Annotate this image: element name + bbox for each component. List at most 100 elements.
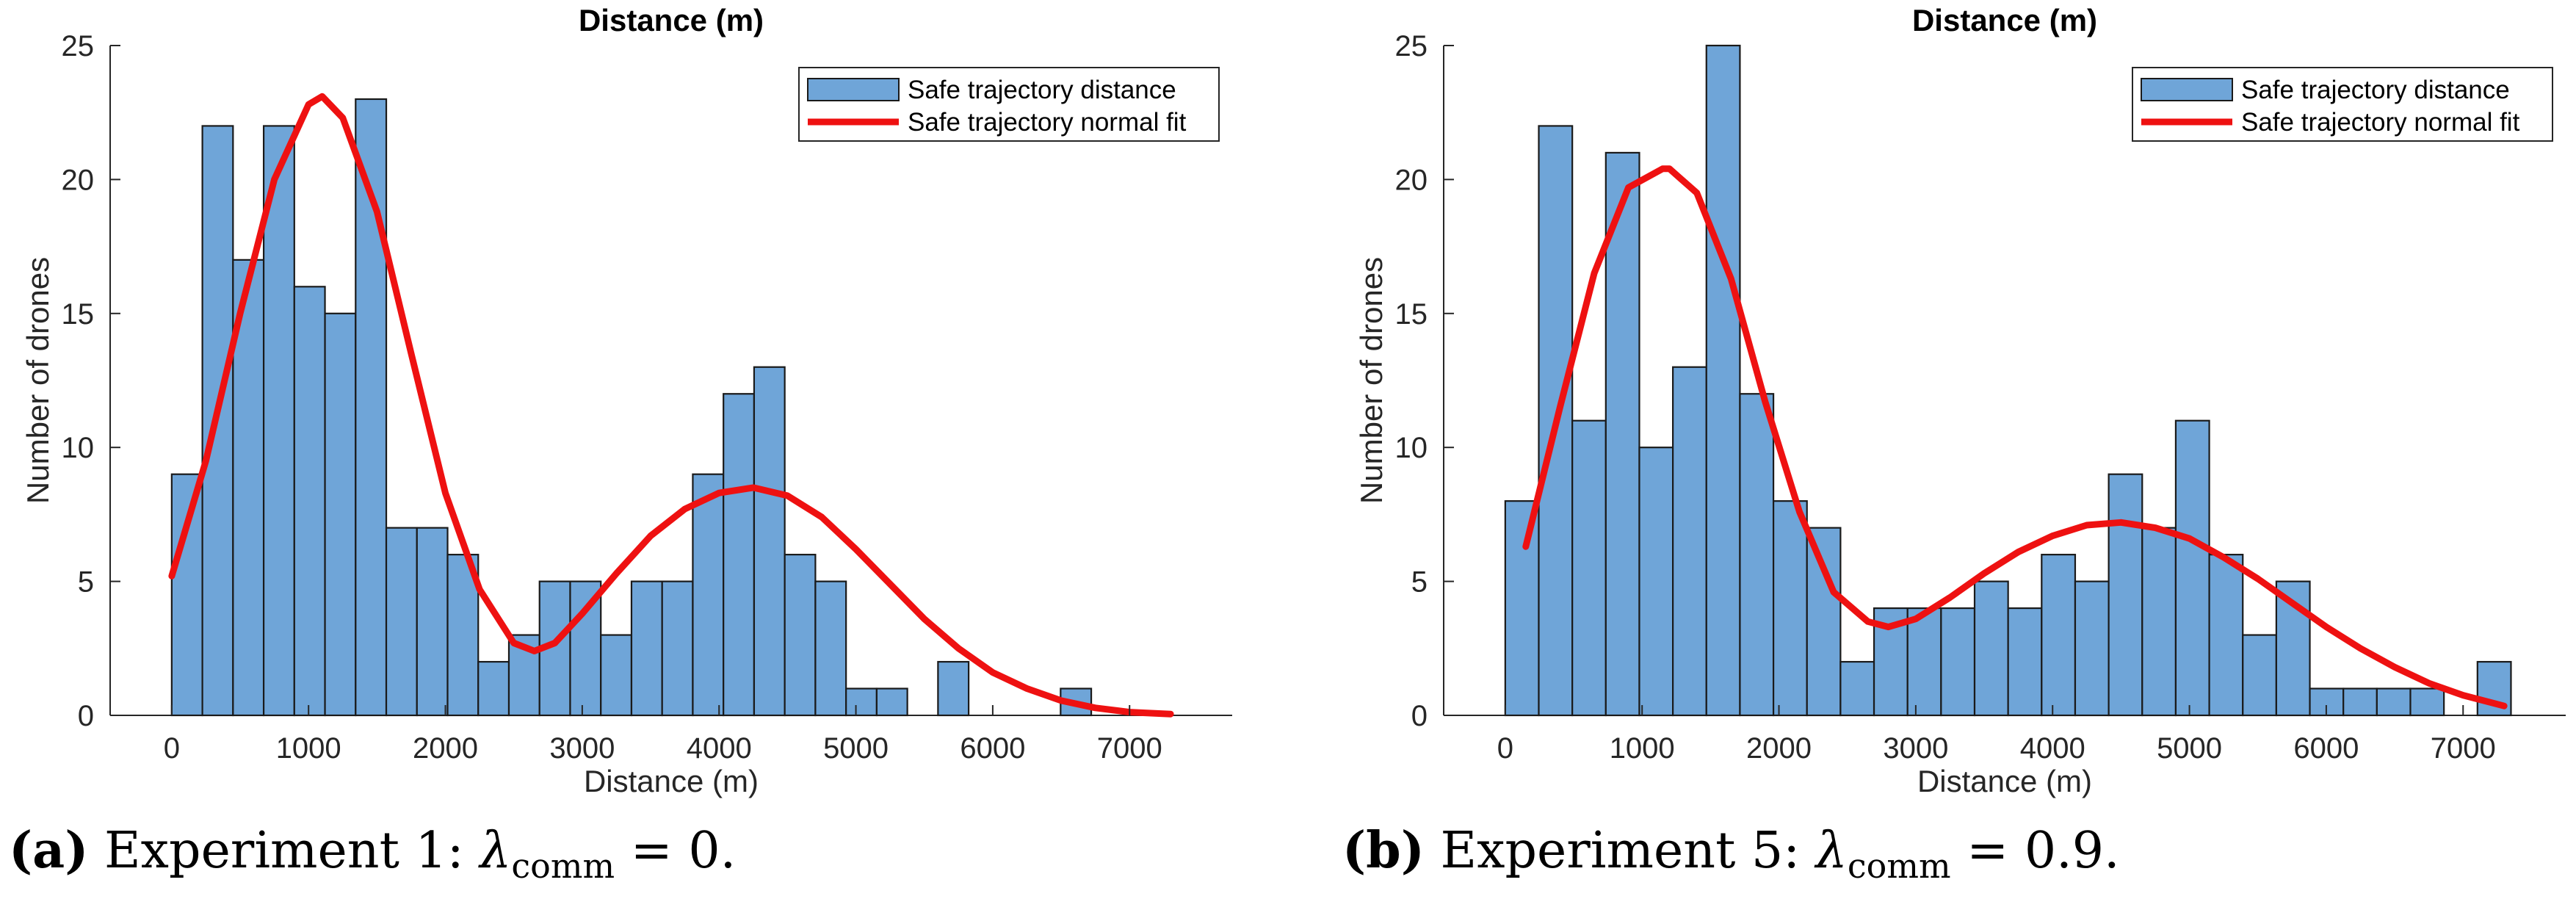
x-tick-label: 1000 bbox=[276, 732, 341, 765]
x-tick-label: 5000 bbox=[823, 732, 889, 765]
y-tick-label: 5 bbox=[1411, 566, 1428, 599]
histogram-bar bbox=[262, 125, 295, 717]
histogram-bar bbox=[1772, 500, 1808, 717]
caption-b: (b) Experiment 5: λcomm = 0.9. bbox=[1342, 821, 2120, 886]
y-tick-label: 15 bbox=[1395, 298, 1428, 331]
y-tick-label: 0 bbox=[78, 700, 94, 732]
y-tick-label: 10 bbox=[62, 432, 95, 464]
x-tick-label: 4000 bbox=[2020, 732, 2085, 765]
histogram-bar bbox=[1705, 44, 1741, 717]
x-tick-label: 7000 bbox=[2431, 732, 2496, 765]
histogram-bar bbox=[569, 580, 602, 717]
histogram-bar bbox=[2409, 687, 2445, 717]
caption-b-label: (b) bbox=[1342, 821, 1425, 880]
histogram-bar bbox=[845, 687, 878, 717]
histogram-bar bbox=[661, 580, 694, 717]
histogram-bar bbox=[1906, 607, 1942, 717]
x-tick-label: 3000 bbox=[549, 732, 615, 765]
histogram-bar bbox=[630, 580, 663, 717]
legend-label-histogram: Safe trajectory distance bbox=[908, 76, 1176, 104]
x-tick-label: 6000 bbox=[2293, 732, 2359, 765]
y-tick-label: 20 bbox=[1395, 164, 1428, 196]
histogram-bar bbox=[692, 473, 725, 717]
legend: Safe trajectory distance Safe trajectory … bbox=[2132, 67, 2553, 142]
histogram-bar bbox=[2007, 607, 2043, 717]
normal-fit-curve bbox=[168, 93, 1174, 718]
caption-b-text: Experiment 5: bbox=[1440, 822, 1816, 880]
histogram-bar bbox=[1940, 607, 1976, 717]
y-tick-label: 0 bbox=[1411, 700, 1428, 732]
caption-b-symbol: λ bbox=[1815, 822, 1848, 880]
legend-label-fit: Safe trajectory normal fit bbox=[908, 108, 1187, 137]
histogram-bar bbox=[293, 286, 326, 717]
x-tick-label: 3000 bbox=[1883, 732, 1948, 765]
caption-a-text: Experiment 1: bbox=[104, 822, 480, 880]
histogram-bar bbox=[2242, 634, 2277, 717]
y-axis-label: Number of drones bbox=[21, 257, 55, 504]
x-tick-label: 6000 bbox=[960, 732, 1025, 765]
y-tick-label: 25 bbox=[62, 30, 95, 62]
histogram-bar bbox=[385, 527, 418, 717]
histogram-bar bbox=[2074, 580, 2110, 717]
histogram-bar bbox=[1504, 500, 1540, 717]
caption-b-subscript: comm bbox=[1847, 846, 1951, 886]
histogram-bar bbox=[814, 580, 847, 717]
histogram-bar bbox=[2108, 473, 2143, 717]
histogram-bar bbox=[784, 554, 817, 717]
histogram-bar bbox=[1571, 419, 1607, 717]
histogram-bar bbox=[2208, 554, 2244, 717]
x-axis-label: Distance (m) bbox=[584, 764, 759, 798]
legend-label-fit: Safe trajectory normal fit bbox=[2241, 108, 2520, 137]
caption-b-rest: = 0.9. bbox=[1950, 822, 2120, 880]
x-tick-label: 2000 bbox=[1746, 732, 1812, 765]
histogram-bar bbox=[2174, 419, 2210, 717]
histogram-bar bbox=[753, 366, 786, 717]
x-tick-label: 2000 bbox=[413, 732, 478, 765]
normal-fit-curve bbox=[1522, 165, 2508, 709]
histogram-bar bbox=[2342, 687, 2378, 717]
x-tick-label: 4000 bbox=[687, 732, 752, 765]
caption-a: (a) Experiment 1: λcomm = 0. bbox=[9, 821, 736, 886]
histogram-bar bbox=[1973, 580, 2009, 717]
histogram-bar bbox=[1739, 393, 1775, 717]
histogram-bar bbox=[723, 393, 756, 717]
histogram-bar bbox=[1806, 527, 1842, 717]
y-tick-label: 15 bbox=[62, 298, 95, 331]
y-tick-label: 25 bbox=[1395, 30, 1428, 62]
caption-a-symbol: λ bbox=[480, 822, 512, 880]
y-tick-label: 5 bbox=[78, 566, 94, 599]
histogram-bar bbox=[1604, 151, 1640, 717]
histogram-bar bbox=[875, 687, 908, 717]
histogram-bar bbox=[600, 634, 633, 717]
x-tick-label: 7000 bbox=[1097, 732, 1162, 765]
legend-bar-swatch bbox=[807, 78, 900, 101]
histogram-bar bbox=[937, 660, 970, 717]
histogram-bar bbox=[2376, 687, 2412, 717]
histogram-bar bbox=[2141, 527, 2177, 717]
histogram-bar bbox=[416, 527, 449, 717]
histogram-bar bbox=[324, 312, 357, 717]
histogram-bar bbox=[446, 554, 480, 717]
histogram-bar bbox=[1672, 366, 1707, 717]
x-axis-label: Distance (m) bbox=[1917, 764, 2092, 798]
chart-experiment-5: 0 1000 2000 3000 4000 5000 6000 7000 0 5 10 15 20 25 D… bbox=[1354, 3, 2566, 798]
y-tick-label: 10 bbox=[1395, 432, 1428, 464]
caption-a-subscript: comm bbox=[511, 846, 615, 886]
legend-label-histogram: Safe trajectory distance bbox=[2241, 76, 2510, 104]
y-axis-label: Number of drones bbox=[1354, 257, 1389, 504]
x-tick-label: 5000 bbox=[2157, 732, 2222, 765]
histogram-bar bbox=[477, 660, 510, 717]
chart-title: Distance (m) bbox=[579, 3, 764, 37]
caption-a-label: (a) bbox=[9, 821, 89, 880]
x-tick-label: 1000 bbox=[1610, 732, 1675, 765]
histogram-bar bbox=[1638, 447, 1674, 717]
histogram-bar bbox=[2041, 554, 2077, 717]
caption-a-rest: = 0. bbox=[615, 822, 737, 880]
histogram-bar bbox=[1839, 660, 1875, 717]
legend: Safe trajectory distance Safe trajectory … bbox=[798, 67, 1220, 142]
x-tick-label: 0 bbox=[1497, 732, 1513, 765]
chart-experiment-1: 0 1000 2000 3000 4000 5000 6000 7000 0 5 10 15 20 25 D… bbox=[21, 3, 1232, 798]
y-tick-label: 20 bbox=[62, 164, 95, 196]
chart-title: Distance (m) bbox=[1912, 3, 2097, 37]
